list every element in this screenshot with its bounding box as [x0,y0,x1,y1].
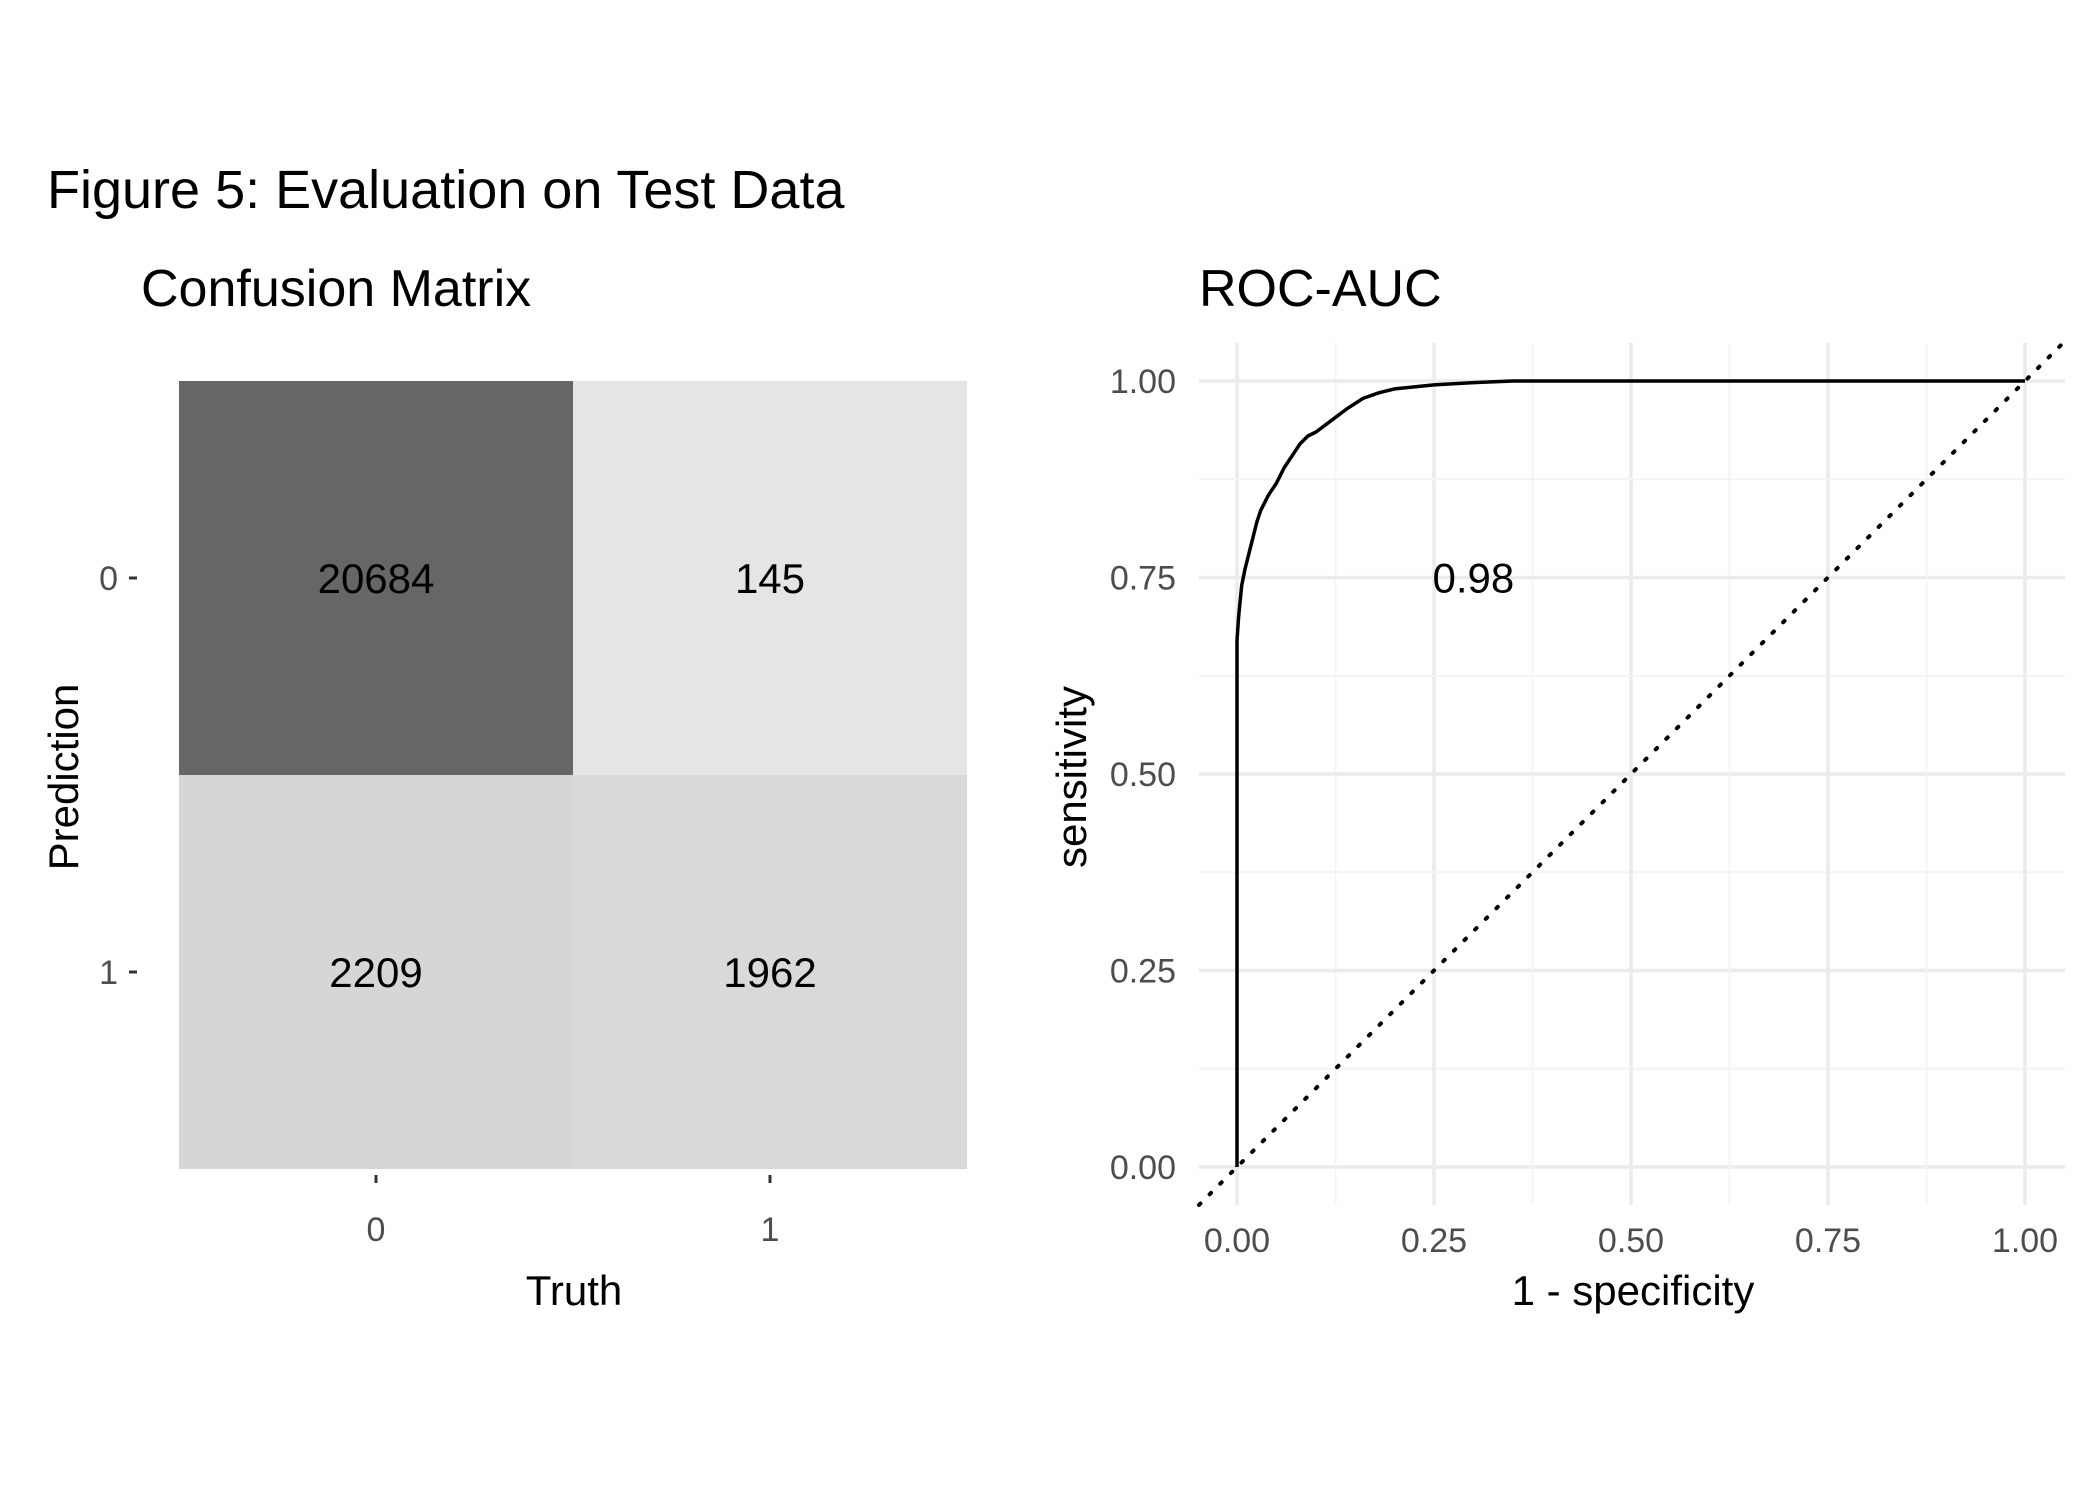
roc-x-tick-label: 0.75 [1795,1222,1861,1260]
roc-ylabel: sensitivity [1048,686,1095,868]
roc-curve-line [1235,379,2025,1167]
roc-x-tick-label: 0.50 [1598,1222,1664,1260]
figure-title: Figure 5: Evaluation on Test Data [47,160,845,220]
confusion-x-tick-label: 1 [761,1211,780,1249]
confusion-cell-label: 2209 [329,949,422,996]
confusion-y-tick-label: 0 [99,560,118,598]
roc-y-tick-label: 1.00 [1110,363,1176,401]
confusion-cell-label: 145 [735,555,805,602]
roc-y-tick-label: 0.00 [1110,1149,1176,1187]
roc-y-tick-label: 0.25 [1110,953,1176,991]
confusion-cell-label: 20684 [318,555,435,602]
roc-auc-panel: ROC-AUC 0.00 0.25 0.50 0.75 1.00 0.00 0.25 0.50… [1048,260,2067,1314]
confusion-matrix-panel: Confusion Matrix 20684 145 2209 1962 0 1 0 1 T… [40,260,967,1314]
roc-grid [1199,343,2065,1205]
confusion-cell-label: 1962 [723,949,816,996]
roc-xlabel: 1 - specificity [1512,1267,1755,1314]
confusion-x-tick-label: 0 [367,1211,386,1249]
roc-auc-title: ROC-AUC [1199,260,1442,318]
roc-x-tick-label: 0.00 [1204,1222,1270,1260]
confusion-cell-1-0 [179,775,573,1169]
confusion-matrix-ticks: 0 1 0 1 [99,560,779,1249]
roc-reference-diagonal [1197,339,2067,1207]
roc-auc-value: 0.98 [1433,555,1515,602]
confusion-matrix-ylabel: Prediction [40,684,87,871]
confusion-y-tick-label: 1 [99,954,118,992]
roc-y-tick-label: 0.75 [1110,560,1176,598]
confusion-cell-0-1 [573,381,967,775]
roc-ticks: 0.00 0.25 0.50 0.75 1.00 0.00 0.25 0.50 0.75 1.00 [1110,363,2058,1260]
roc-y-tick-label: 0.50 [1110,756,1176,794]
confusion-matrix-title: Confusion Matrix [141,260,531,318]
confusion-cell-1-1 [573,775,967,1169]
roc-x-tick-label: 0.25 [1401,1222,1467,1260]
confusion-cell-0-0 [179,381,573,775]
confusion-matrix-cells: 20684 145 2209 1962 [179,381,967,1169]
roc-x-tick-label: 1.00 [1992,1222,2058,1260]
confusion-matrix-xlabel: Truth [526,1267,622,1314]
